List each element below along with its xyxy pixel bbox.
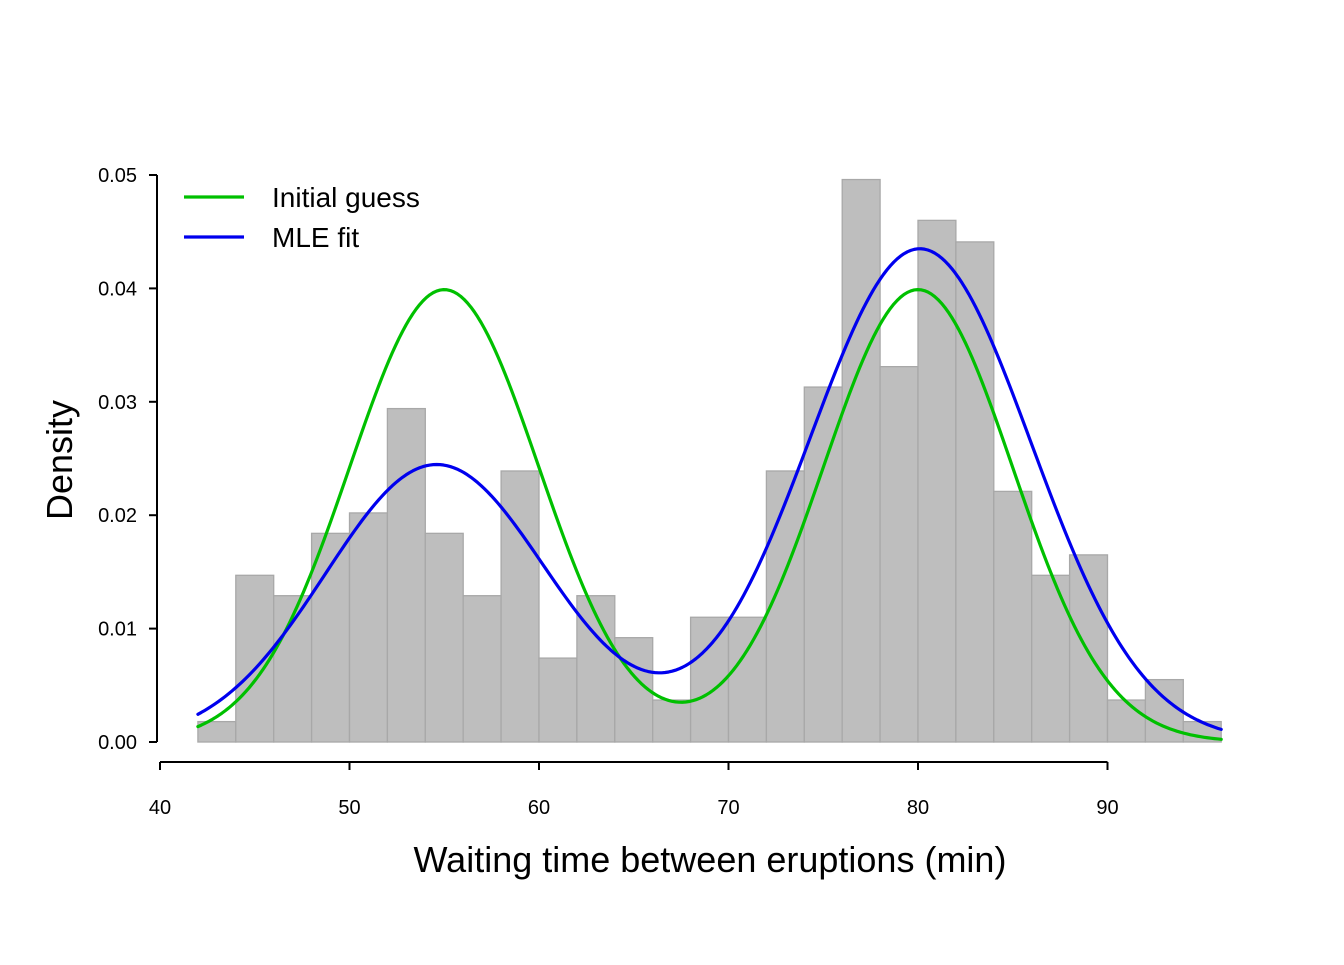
x-tick-label: 90: [1096, 797, 1118, 819]
x-tick-label: 80: [907, 797, 929, 819]
y-tick-label: 0.04: [98, 278, 137, 300]
density-curve-initial-guess: [196, 288, 1223, 741]
histogram-bar: [955, 241, 995, 743]
histogram-bar: [917, 219, 957, 743]
legend-label: Initial guess: [272, 182, 420, 213]
histogram-bar: [765, 470, 805, 743]
y-tick-label: 0.05: [98, 165, 137, 187]
histogram-bar: [538, 657, 578, 743]
histogram-bar: [462, 595, 502, 743]
y-axis-title: Density: [39, 400, 80, 520]
y-tick-label: 0.00: [98, 732, 137, 754]
y-tick-label: 0.02: [98, 505, 137, 527]
axes: 40 50 60 70 80 90 0.00 0.01 0.02 0.03 0.04 0.05: [98, 165, 1119, 819]
histogram-bar: [235, 574, 275, 743]
density-curves: [196, 247, 1223, 741]
histogram-bar: [879, 365, 919, 743]
legend-label: MLE fit: [272, 222, 359, 253]
x-tick-label: 40: [149, 797, 171, 819]
x-tick-label: 70: [717, 797, 739, 819]
histogram-bars: [197, 178, 1222, 743]
y-tick-label: 0.03: [98, 392, 137, 414]
histogram-bar: [841, 178, 881, 743]
legend: Initial guess MLE fit: [184, 182, 420, 253]
histogram-bar: [803, 386, 843, 743]
histogram-bar: [386, 407, 426, 743]
histogram-bar: [689, 616, 730, 743]
histogram-bar: [614, 637, 654, 743]
x-tick-label: 50: [338, 797, 360, 819]
x-axis-title: Waiting time between eruptions (min): [414, 839, 1007, 880]
y-tick-label: 0.01: [98, 619, 137, 641]
histogram-bar: [424, 532, 464, 743]
histogram-bar: [348, 512, 389, 743]
histogram-bar: [1106, 699, 1147, 743]
histogram-bar: [993, 490, 1033, 743]
histogram-bar: [727, 616, 768, 743]
x-tick-label: 60: [528, 797, 550, 819]
density-curve-mle-fit: [196, 247, 1223, 732]
histogram-bar: [652, 699, 692, 743]
